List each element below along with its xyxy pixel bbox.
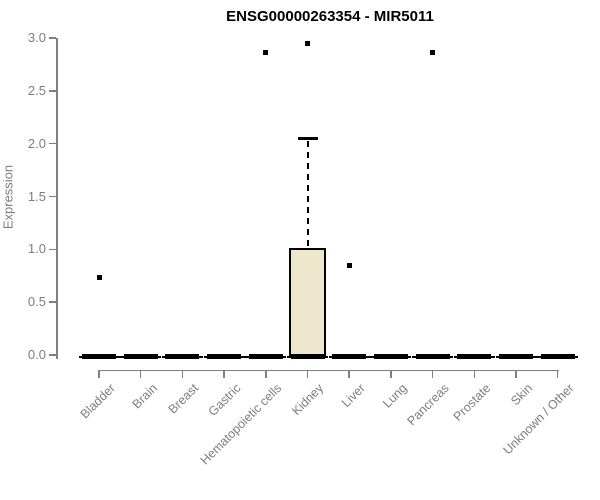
- x-axis-line: [97, 369, 560, 371]
- box-body: [289, 248, 326, 358]
- x-axis-tick-label: Kidney: [289, 381, 327, 418]
- median-line: [123, 353, 158, 359]
- x-axis-tick: [348, 370, 350, 378]
- y-axis-tick-label: 1.5: [27, 188, 46, 204]
- x-axis-tick-label: Pancreas: [404, 381, 452, 429]
- median-line: [415, 353, 450, 359]
- x-axis-tick-label: Bladder: [77, 381, 118, 422]
- x-axis-tick: [390, 370, 392, 378]
- outlier-point: [96, 275, 102, 281]
- y-axis-tick: [49, 90, 56, 92]
- upper-whisker: [306, 141, 309, 249]
- x-axis-tick-label: Unknown / Other: [500, 381, 577, 458]
- outlier-point: [263, 50, 269, 56]
- y-axis-tick-label: 3.0: [27, 30, 46, 45]
- y-axis-label: Expression: [0, 164, 16, 230]
- x-axis-tick-label: Hematopoietic cells: [198, 381, 285, 468]
- y-axis-tick: [49, 301, 56, 303]
- y-axis-tick-label: 1.0: [27, 241, 46, 257]
- x-axis-tick-label: Brain: [129, 381, 160, 412]
- x-axis-tick-label: Gastric: [205, 381, 244, 419]
- x-axis-tick: [515, 370, 517, 378]
- x-axis-tick: [306, 370, 309, 378]
- median-line: [373, 353, 408, 359]
- outlier-point: [305, 40, 310, 46]
- y-axis-tick: [49, 142, 56, 145]
- y-axis-tick-label: 2.0: [27, 135, 46, 151]
- median-line: [207, 353, 242, 359]
- y-axis-tick: [49, 195, 56, 198]
- y-axis-line: [56, 37, 58, 359]
- x-axis-tick-label: Breast: [165, 381, 202, 417]
- median-line: [248, 353, 283, 359]
- y-axis-tick-label: 0.0: [27, 347, 46, 362]
- y-axis-tick: [49, 354, 56, 356]
- y-axis-tick: [49, 37, 56, 39]
- x-axis-tick: [265, 370, 267, 378]
- upper-whisker-cap: [297, 137, 318, 140]
- median-line: [457, 353, 492, 359]
- median-line: [82, 353, 116, 359]
- x-axis-tick-label: Prostate: [450, 381, 494, 424]
- median-line: [499, 353, 533, 359]
- x-axis-tick: [473, 370, 476, 378]
- median-line: [165, 353, 200, 359]
- median-line: [290, 353, 325, 359]
- x-axis-tick: [98, 370, 100, 378]
- x-axis-tick: [556, 370, 559, 378]
- x-axis-tick: [139, 370, 142, 378]
- x-axis-tick-label: Liver: [339, 381, 369, 411]
- x-axis-tick: [431, 370, 434, 378]
- x-axis-tick-label: Lung: [380, 381, 410, 411]
- x-axis-tick: [181, 370, 184, 378]
- y-axis-tick: [49, 248, 56, 251]
- outlier-point: [430, 50, 436, 56]
- median-line: [332, 353, 367, 359]
- x-axis-tick: [223, 370, 225, 378]
- median-line: [540, 353, 575, 359]
- x-axis-tick-label: Skin: [507, 381, 535, 409]
- outlier-point: [346, 262, 352, 268]
- y-axis-tick-label: 0.5: [27, 294, 46, 310]
- chart-title: ENSG00000263354 - MIR5011: [226, 8, 434, 25]
- y-axis-tick-label: 2.5: [27, 82, 46, 98]
